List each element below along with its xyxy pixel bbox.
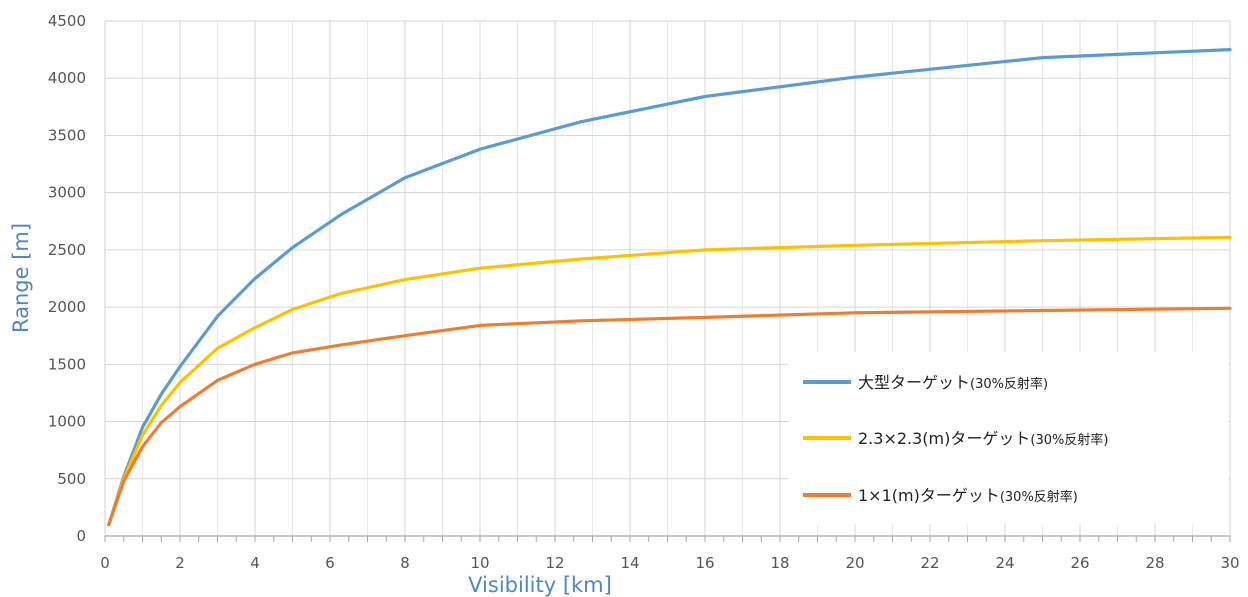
x-tick-label: 16 xyxy=(695,554,714,572)
x-axis-title: Visibility [km] xyxy=(468,573,612,597)
legend-box xyxy=(788,352,1228,524)
y-tick-label: 500 xyxy=(57,470,86,488)
series-line-1 xyxy=(107,48,1232,527)
legend-series-name: 1×1(m)ターゲット xyxy=(858,486,1000,505)
x-tick-label: 22 xyxy=(920,554,939,572)
legend-series-note: (30%反射率) xyxy=(1000,489,1078,505)
legend-label-1: 大型ターゲット(30%反射率) xyxy=(858,373,1048,392)
x-tick-label: 20 xyxy=(845,554,864,572)
series-line-2 xyxy=(107,235,1232,527)
legend-series-name: 大型ターゲット xyxy=(858,373,970,392)
y-tick-label: 1000 xyxy=(48,413,86,431)
x-tick-label: 4 xyxy=(250,554,260,572)
y-tick-label: 3500 xyxy=(48,126,86,144)
x-tick-labels: 0 2 4 6 8 10 12 14 16 18 20 22 24 26 28 30 xyxy=(100,554,1239,572)
x-tick-label: 28 xyxy=(1145,554,1164,572)
series-lines xyxy=(107,48,1232,527)
y-tick-labels: 0 500 1000 1500 2000 2500 3000 3500 4000 4500 xyxy=(48,12,86,545)
y-tick-label: 4500 xyxy=(48,12,86,30)
y-tick-label: 0 xyxy=(76,527,86,545)
y-tick-label: 1500 xyxy=(48,355,86,373)
x-tick-label: 30 xyxy=(1220,554,1239,572)
legend-series-name: 2.3×2.3(m)ターゲット xyxy=(858,429,1030,448)
legend-series-note: (30%反射率) xyxy=(1030,432,1108,448)
y-tick-label: 2500 xyxy=(48,241,86,259)
x-tick-label: 26 xyxy=(1070,554,1089,572)
y-tick-label: 4000 xyxy=(48,69,86,87)
x-tick-label: 24 xyxy=(995,554,1014,572)
x-tick-label: 14 xyxy=(620,554,639,572)
series-line-3 xyxy=(107,306,1232,527)
x-tick-label: 2 xyxy=(175,554,185,572)
legend: 大型ターゲット(30%反射率)2.3×2.3(m)ターゲット(30%反射率)1×… xyxy=(788,352,1228,524)
axes xyxy=(104,21,1231,542)
y-axis-title: Range [m] xyxy=(9,223,33,333)
y-tick-label: 2000 xyxy=(48,298,86,316)
x-tick-label: 10 xyxy=(470,554,489,572)
x-tick-label: 6 xyxy=(325,554,335,572)
y-tick-label: 3000 xyxy=(48,184,86,202)
x-tick-label: 18 xyxy=(770,554,789,572)
x-tick-label: 8 xyxy=(400,554,410,572)
legend-label-3: 1×1(m)ターゲット(30%反射率) xyxy=(858,486,1078,505)
legend-series-note: (30%反射率) xyxy=(970,376,1048,392)
legend-label-2: 2.3×2.3(m)ターゲット(30%反射率) xyxy=(858,429,1108,448)
x-tick-label: 12 xyxy=(545,554,564,572)
x-tick-label: 0 xyxy=(100,554,110,572)
